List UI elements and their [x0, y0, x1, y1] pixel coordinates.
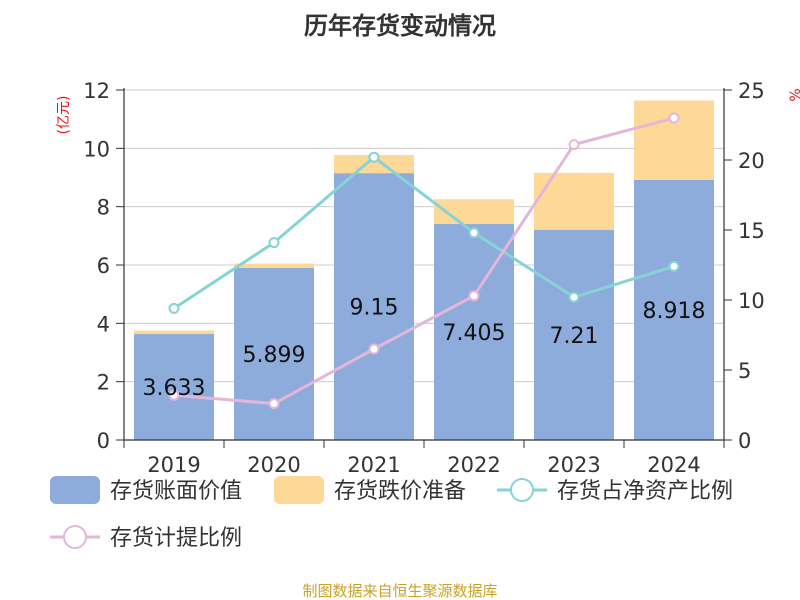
x-tick-label: 2021 — [347, 453, 400, 477]
right-tick-label: 20 — [738, 149, 765, 173]
bar-value-label: 9.15 — [350, 296, 399, 321]
line-point-2-2020 — [268, 237, 280, 249]
line-point-2-2019 — [168, 302, 180, 314]
bar-book-value-2023 — [534, 229, 614, 440]
bar-book-value-2019 — [134, 334, 214, 440]
bar-impairment-2020 — [234, 263, 314, 268]
right-tick-label: 10 — [738, 289, 765, 313]
line-point-2-2024 — [668, 260, 680, 272]
line-series-2 — [173, 155, 675, 310]
line-point-3-2021 — [368, 343, 380, 355]
legend-label-0: 存货账面价值 — [110, 479, 242, 504]
bar-book-value-2020 — [234, 267, 314, 440]
bar-labels: 3.633 5.899 9.15 7.405 7.21 8.918 — [143, 296, 706, 401]
line-point-2-2023 — [568, 291, 580, 303]
bar-book-value-2022 — [434, 224, 514, 440]
right-axis-unit: % — [788, 88, 800, 101]
x-tick-label: 2023 — [547, 453, 600, 477]
bar-value-label: 7.405 — [443, 321, 506, 346]
bar-value-label: 8.918 — [643, 299, 706, 324]
chart-title: 历年存货变动情况 — [304, 12, 496, 40]
left-tick-label: 8 — [97, 196, 110, 220]
line-point-3-2022 — [468, 290, 480, 302]
bar-value-label: 3.633 — [143, 376, 206, 401]
left-tick-label: 12 — [83, 79, 110, 103]
bar-impairment-2019 — [134, 330, 214, 335]
left-tick-label: 4 — [97, 312, 110, 336]
line-point-3-2023 — [568, 139, 580, 151]
bar-impairment-2024 — [634, 100, 714, 180]
bar-value-label: 7.21 — [550, 324, 599, 349]
x-tick-label: 2022 — [447, 453, 500, 477]
line-point-3-2024 — [668, 112, 680, 124]
left-tick-label: 10 — [83, 137, 110, 161]
bar-book-value-2024 — [634, 179, 714, 440]
line-point-3-2019 — [168, 389, 180, 401]
legend-label-3: 存货计提比例 — [110, 526, 242, 551]
right-tick-label: 15 — [738, 219, 765, 243]
grid — [124, 89, 724, 383]
legend-swatch-0 — [50, 476, 100, 504]
line-point-2-2021 — [368, 151, 380, 163]
axes: 0 2 4 6 8 10 12 0 5 10 15 20 25 2019 2020 2021 2022 2023 2… — [83, 79, 764, 477]
legend-marker-2 — [510, 478, 534, 502]
left-tick-label: 6 — [97, 254, 110, 278]
right-tick-label: 5 — [738, 359, 751, 383]
bar-impairment-2023 — [534, 172, 614, 230]
legend-swatch-1 — [274, 476, 324, 504]
line-point-3-2020 — [268, 398, 280, 410]
bar-book-value-2021 — [334, 173, 414, 440]
lines — [168, 112, 680, 410]
bar-impairment-2021 — [334, 155, 414, 174]
right-tick-label: 0 — [738, 429, 751, 453]
x-tick-label: 2020 — [247, 453, 300, 477]
legend-label-1: 存货跌价准备 — [334, 479, 466, 504]
left-tick-label: 0 — [97, 429, 110, 453]
bars — [134, 100, 714, 440]
x-tick-label: 2024 — [647, 453, 700, 477]
right-tick-label: 25 — [738, 79, 765, 103]
source-note: 制图数据来自恒生聚源数据库 — [302, 582, 497, 600]
line-series-3 — [173, 116, 675, 406]
left-tick-label: 2 — [97, 371, 110, 395]
bar-value-label: 5.899 — [243, 343, 306, 368]
x-tick-label: 2019 — [147, 453, 200, 477]
line-point-2-2022 — [468, 227, 480, 239]
legend-label-2: 存货占净资产比例 — [557, 479, 733, 504]
left-axis-unit: (亿元) — [56, 96, 72, 135]
legend-marker-3 — [63, 525, 87, 549]
